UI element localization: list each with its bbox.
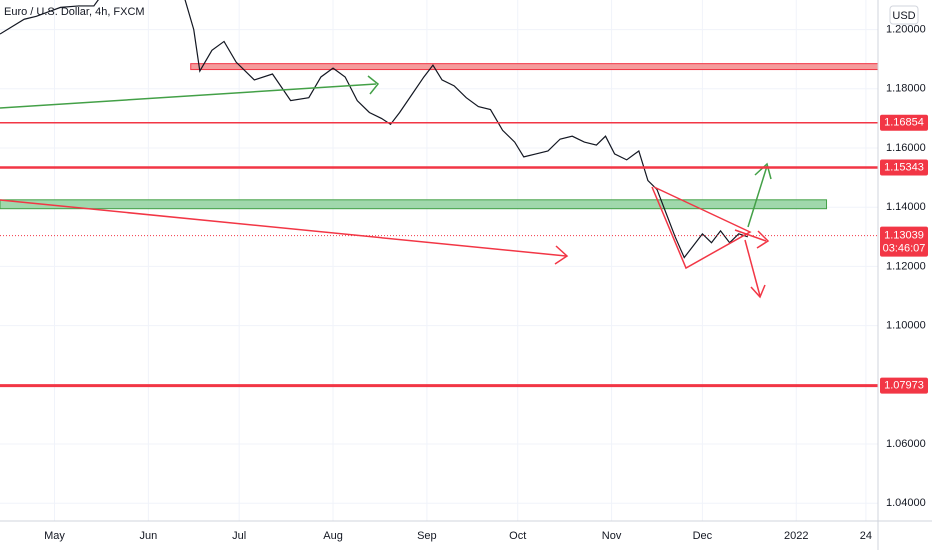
zone <box>190 63 879 71</box>
level-text: 1.07973 <box>884 380 924 392</box>
level-box <box>880 377 928 394</box>
x-tick-label: Jul <box>232 530 246 542</box>
trend-line <box>0 199 567 257</box>
level-text: 1.15343 <box>884 161 924 173</box>
arrow-head <box>367 75 380 95</box>
y-tick-label: 1.04000 <box>886 497 926 509</box>
y-tick-label: 1.16000 <box>886 142 926 154</box>
chart-title: Euro / U.S. Dollar, 4h, FXCM <box>4 6 145 18</box>
zones <box>0 63 879 210</box>
x-tick-label: Jun <box>139 530 157 542</box>
arrow <box>747 165 768 228</box>
currency-box <box>889 5 919 25</box>
currency: USD <box>892 10 915 22</box>
x-tick-label: Sep <box>417 530 437 542</box>
axes: 1.04000 1.06000 1.10000 1.12000 1.14000 1.160… <box>44 24 926 542</box>
y-tick-label: 1.14000 <box>886 201 926 213</box>
level-label: 1.15343 <box>880 159 928 176</box>
level-box <box>880 159 928 176</box>
price-box <box>880 226 928 257</box>
y-tick-label: 1.20000 <box>886 24 926 36</box>
x-tick-label: Dec <box>693 530 713 542</box>
y-tick-label: 1.10000 <box>886 320 926 332</box>
grid <box>0 0 878 521</box>
level-text: 1.16854 <box>884 117 924 129</box>
y-tick-label: 1.12000 <box>886 260 926 272</box>
arrow-head <box>554 245 569 265</box>
arrow-head <box>750 284 766 299</box>
arrow-head <box>754 162 772 180</box>
arrow <box>744 239 761 297</box>
price-text: 1.13039 <box>884 230 924 242</box>
x-tick-label: 2022 <box>784 530 808 542</box>
countdown: 03:46:07 <box>883 243 926 255</box>
zone <box>0 199 828 210</box>
x-tick-label: May <box>44 530 65 542</box>
x-tick-label: Aug <box>323 530 343 542</box>
y-tick-label: 1.06000 <box>886 438 926 450</box>
drawings <box>0 75 772 299</box>
x-tick-label: Oct <box>509 530 526 542</box>
level-box <box>880 114 928 131</box>
y-tick-label: 1.18000 <box>886 83 926 95</box>
level-label: 1.16854 <box>880 114 928 131</box>
trend-line <box>0 83 377 109</box>
x-tick-label: 24 <box>860 530 872 542</box>
x-tick-label: Nov <box>602 530 622 542</box>
level-label: 1.07973 <box>880 377 928 394</box>
triangle <box>651 186 752 270</box>
arrow-head <box>756 230 770 249</box>
price <box>0 0 748 259</box>
price-line <box>0 0 748 259</box>
